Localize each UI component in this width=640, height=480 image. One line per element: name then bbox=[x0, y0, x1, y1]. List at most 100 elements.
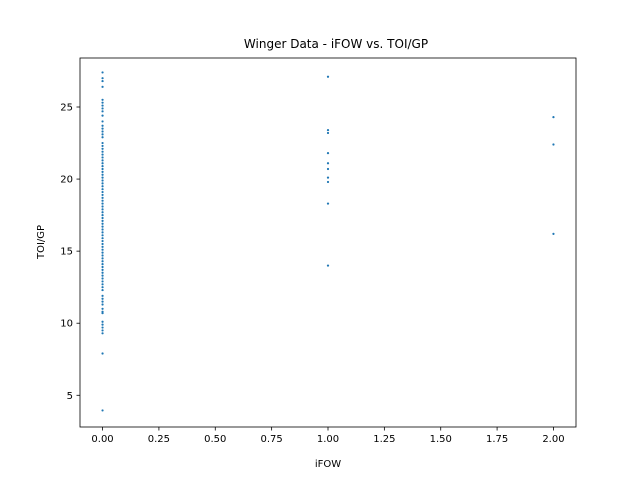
scatter-point bbox=[101, 130, 104, 133]
scatter-point bbox=[326, 176, 330, 179]
scatter-point bbox=[101, 162, 104, 165]
scatter-point bbox=[101, 170, 104, 173]
y-tick-label: 10 bbox=[60, 319, 73, 330]
scatter-point bbox=[101, 165, 104, 168]
scatter-point bbox=[101, 216, 104, 220]
scatter-point bbox=[101, 260, 104, 263]
scatter-point bbox=[101, 110, 104, 113]
y-tick-label: 5 bbox=[67, 391, 73, 402]
scatter-point bbox=[101, 248, 104, 251]
scatter-point bbox=[101, 329, 104, 332]
scatter-point bbox=[326, 167, 330, 171]
scatter-point bbox=[101, 263, 104, 266]
x-tick-label: 1.50 bbox=[430, 434, 452, 445]
scatter-point bbox=[101, 182, 104, 185]
scatter-point bbox=[101, 176, 104, 179]
scatter-point bbox=[101, 127, 104, 130]
scatter-point bbox=[101, 288, 104, 292]
scatter-point bbox=[101, 133, 104, 136]
x-axis-label: iFOW bbox=[315, 459, 341, 470]
scatter-point bbox=[101, 239, 104, 243]
scatter-point bbox=[552, 232, 555, 235]
y-axis-label: TOI/GP bbox=[36, 225, 47, 260]
scatter-point bbox=[101, 188, 104, 191]
scatter-point bbox=[101, 283, 104, 286]
scatter-point bbox=[101, 104, 104, 107]
scatter-point bbox=[101, 107, 104, 110]
x-tick-label: 0.25 bbox=[148, 434, 170, 445]
scatter-point bbox=[101, 222, 104, 225]
scatter-point bbox=[101, 251, 104, 254]
scatter-point bbox=[101, 307, 104, 310]
scatter-point bbox=[326, 128, 330, 132]
scatter-point bbox=[101, 141, 104, 145]
scatter-point bbox=[101, 245, 104, 248]
scatter-point bbox=[101, 294, 104, 297]
scatter-point bbox=[101, 98, 104, 101]
scatter-point bbox=[101, 297, 104, 300]
scatter-point bbox=[101, 77, 104, 80]
scatter-points bbox=[101, 71, 555, 412]
scatter-point bbox=[101, 268, 104, 271]
scatter-point bbox=[326, 264, 330, 267]
scatter-point bbox=[101, 156, 104, 159]
scatter-point bbox=[101, 211, 104, 214]
scatter-point bbox=[101, 205, 104, 208]
scatter-point bbox=[101, 150, 104, 153]
scatter-point bbox=[101, 193, 104, 197]
y-axis-ticks: 5 10 15 20 25 bbox=[60, 103, 80, 402]
scatter-point bbox=[101, 214, 104, 217]
plot-frame bbox=[79, 57, 577, 428]
scatter-point bbox=[101, 326, 104, 329]
scatter-point bbox=[101, 153, 104, 156]
scatter-point bbox=[101, 167, 104, 171]
scatter-point bbox=[101, 231, 104, 234]
scatter-point bbox=[101, 159, 104, 162]
scatter-point bbox=[552, 143, 555, 146]
scatter-point bbox=[101, 332, 104, 335]
scatter-point bbox=[101, 185, 104, 188]
scatter-point bbox=[101, 237, 104, 240]
scatter-point bbox=[101, 79, 104, 83]
scatter-point bbox=[101, 101, 104, 104]
scatter-point bbox=[101, 257, 104, 260]
scatter-point bbox=[101, 179, 104, 182]
scatter-point bbox=[101, 136, 104, 139]
scatter-point bbox=[101, 199, 104, 202]
scatter-point bbox=[101, 234, 104, 237]
scatter-point bbox=[326, 75, 330, 78]
scatter-point bbox=[326, 202, 330, 205]
scatter-point bbox=[101, 71, 104, 74]
scatter-point bbox=[101, 114, 104, 117]
scatter-point bbox=[101, 219, 104, 222]
scatter-point bbox=[101, 300, 104, 303]
scatter-point bbox=[101, 303, 104, 306]
scatter-point bbox=[101, 274, 104, 277]
scatter-point bbox=[101, 196, 104, 199]
y-tick-label: 25 bbox=[60, 103, 73, 114]
scatter-point bbox=[101, 202, 104, 205]
x-tick-label: 0.00 bbox=[91, 434, 113, 445]
scatter-point bbox=[101, 120, 104, 123]
x-tick-label: 1.00 bbox=[317, 434, 339, 445]
chart-title: Winger Data - iFOW vs. TOI/GP bbox=[244, 37, 428, 51]
x-axis-ticks: 0.00 0.25 0.50 0.75 1.00 1.25 1.50 1.75 2.00 bbox=[91, 427, 565, 445]
scatter-point bbox=[101, 352, 104, 355]
scatter-point bbox=[101, 144, 104, 148]
scatter-point bbox=[101, 310, 104, 313]
scatter-point bbox=[101, 265, 104, 269]
scatter-point bbox=[552, 115, 555, 119]
scatter-point bbox=[101, 242, 104, 246]
x-tick-label: 0.75 bbox=[261, 434, 283, 445]
scatter-point bbox=[101, 271, 104, 274]
scatter-point bbox=[101, 409, 104, 412]
scatter-point bbox=[326, 131, 330, 135]
y-tick-label: 20 bbox=[60, 175, 73, 186]
scatter-point bbox=[101, 254, 104, 257]
scatter-point bbox=[101, 286, 104, 289]
scatter-point bbox=[101, 173, 104, 176]
scatter-point bbox=[326, 152, 330, 155]
scatter-point bbox=[101, 147, 104, 150]
